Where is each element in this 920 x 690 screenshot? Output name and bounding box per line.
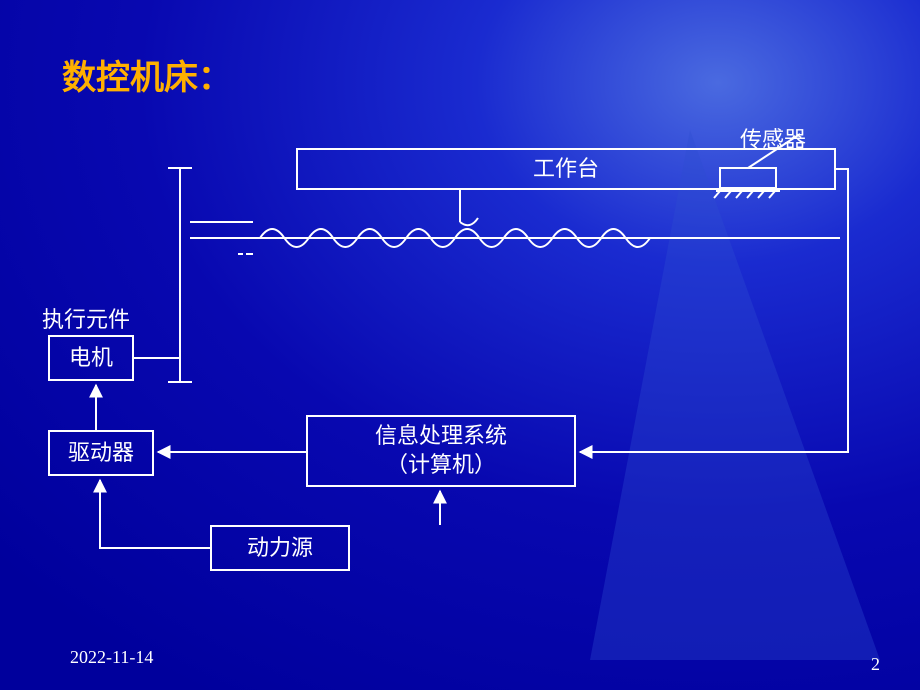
node-motor: 电机 bbox=[48, 335, 134, 381]
page-title: 数控机床： bbox=[62, 50, 232, 99]
node-cpu: 信息处理系统 （计算机） bbox=[306, 415, 576, 487]
node-power: 动力源 bbox=[210, 525, 350, 571]
footer-page: 2 bbox=[871, 654, 880, 675]
node-worktable: 工作台 bbox=[296, 148, 836, 190]
actuator-label: 执行元件 bbox=[42, 302, 130, 334]
footer-date: 2022-11-14 bbox=[70, 647, 153, 668]
node-driver: 驱动器 bbox=[48, 430, 154, 476]
